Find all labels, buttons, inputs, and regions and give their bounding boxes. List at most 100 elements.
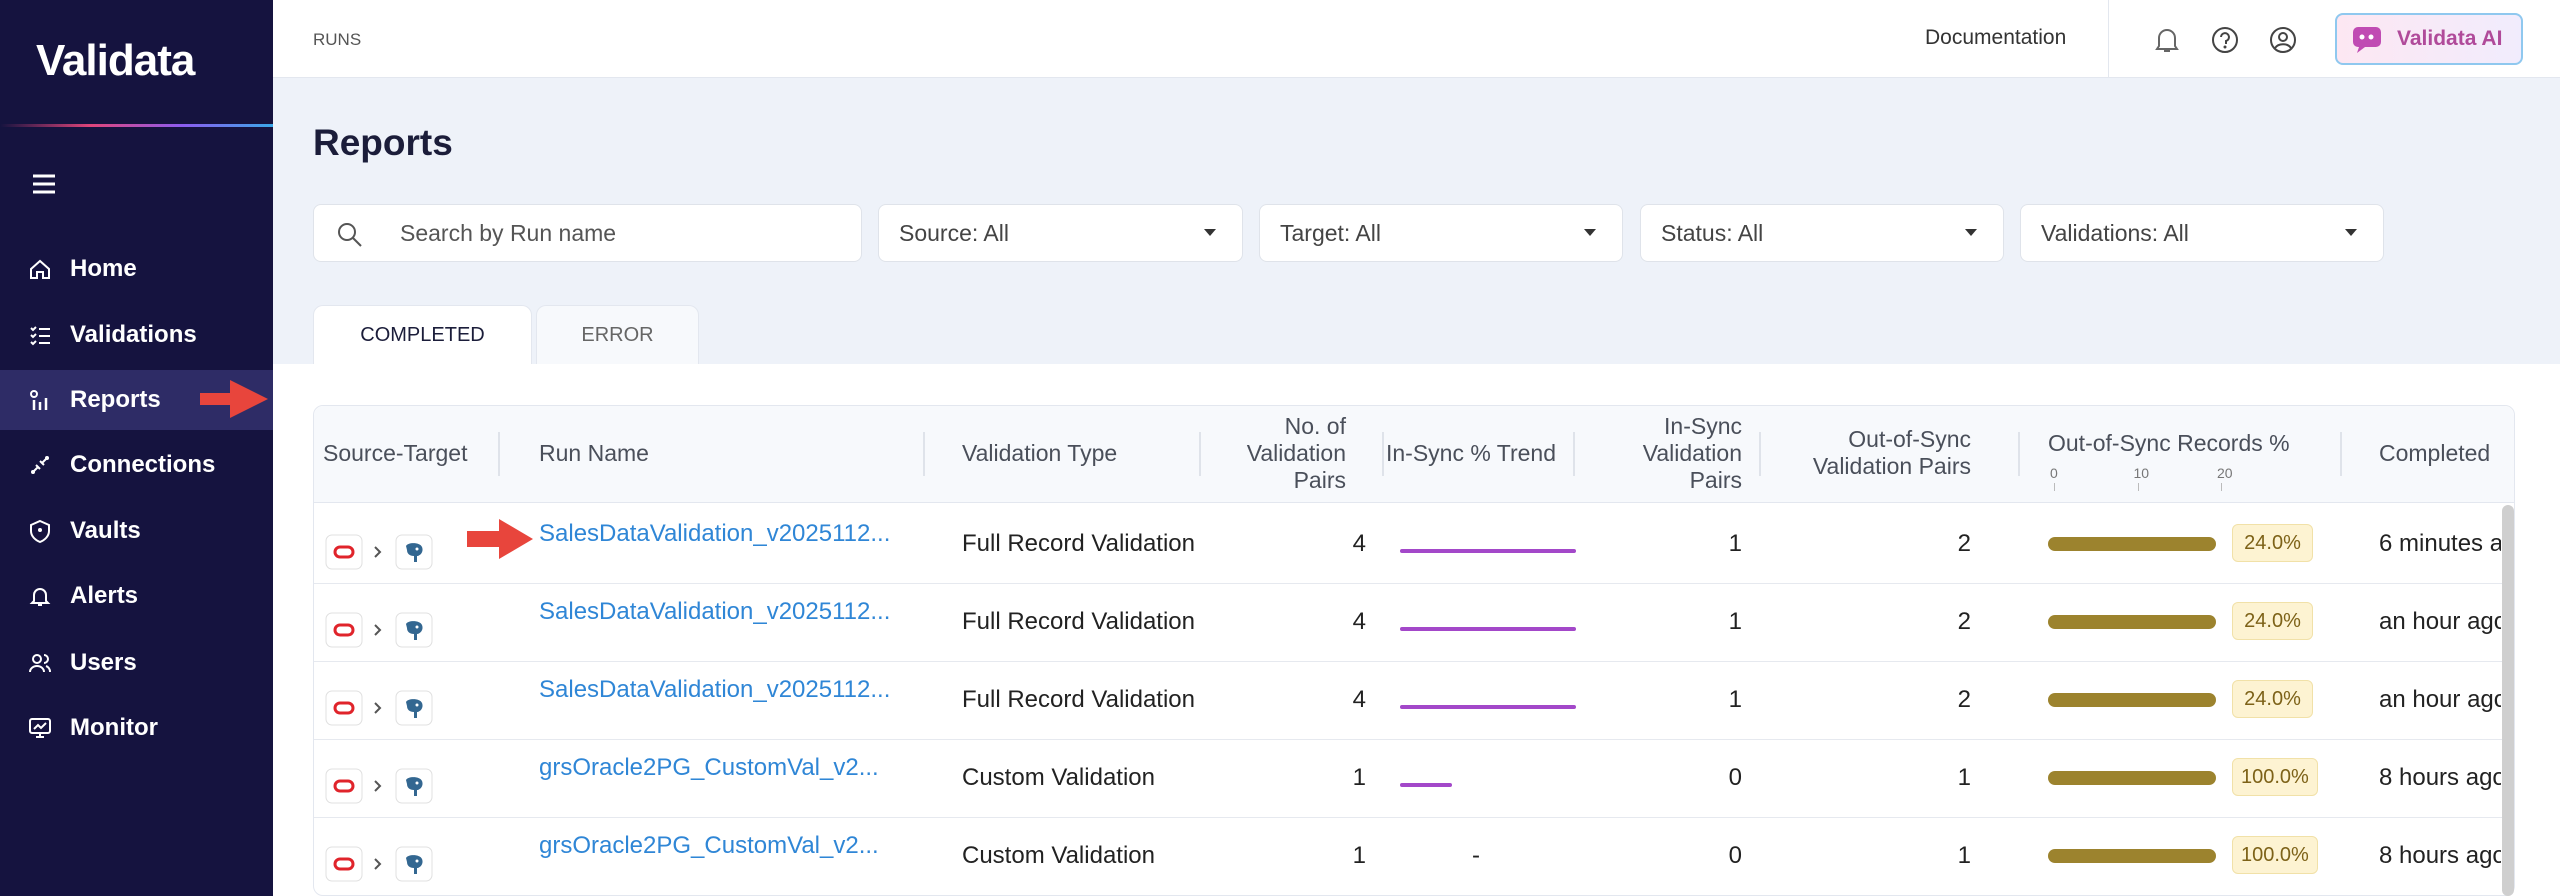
- validation-pairs: 4: [1352, 530, 1366, 557]
- trend-line: [1400, 783, 1452, 787]
- menu-icon: [30, 390, 48, 410]
- column-divider: [1759, 432, 1761, 476]
- menu-item[interactable]: Home: [0, 239, 273, 299]
- menu-toggle[interactable]: [30, 172, 60, 196]
- column-divider: [1382, 432, 1384, 476]
- column-divider: [2018, 432, 2020, 476]
- tab[interactable]: ERROR: [536, 305, 699, 364]
- validation-type: Full Record Validation: [962, 530, 1196, 557]
- in-sync-pairs: 1: [1728, 608, 1742, 635]
- in-sync-pairs: 0: [1728, 764, 1742, 791]
- validata-ai-button[interactable]: Validata AI: [2335, 13, 2523, 65]
- menu-icon: [30, 519, 50, 544]
- column-header: Run Name: [539, 439, 649, 466]
- row-divider: [314, 739, 2502, 740]
- menu-label: Monitor: [70, 714, 158, 741]
- out-of-sync-pairs: 2: [1957, 530, 1971, 557]
- trend-placeholder: -: [1472, 842, 1480, 869]
- logo-underline: [0, 124, 273, 127]
- help-icon[interactable]: [2209, 24, 2241, 56]
- out-of-sync-pairs: 1: [1957, 842, 1971, 869]
- run-name-link[interactable]: SalesDataValidation_v2025112...: [539, 520, 891, 547]
- search-box[interactable]: Search by Run name: [313, 204, 862, 262]
- annotation-arrow: [467, 519, 533, 559]
- filter-label: Status: All: [1661, 219, 1764, 246]
- logo: Validata: [36, 36, 195, 85]
- records-badge: 24.0%: [2232, 602, 2313, 640]
- menu-label: Alerts: [70, 582, 139, 609]
- in-sync-pairs: 1: [1728, 686, 1742, 713]
- menu-item[interactable]: Alerts: [0, 566, 273, 626]
- scale-label: 0: [2050, 465, 2058, 481]
- records-bar: [2048, 849, 2216, 863]
- ai-icon: [2353, 27, 2381, 53]
- records-bar: [2048, 771, 2216, 785]
- tab[interactable]: COMPLETED: [313, 305, 532, 364]
- column-header: Source-Target: [323, 439, 468, 466]
- menu-icon: [29, 588, 51, 606]
- notifications-icon[interactable]: [2151, 24, 2183, 56]
- column-divider: [498, 432, 500, 476]
- completed-time: 8 hours ago: [2379, 842, 2501, 869]
- menu-item[interactable]: Vaults: [0, 501, 273, 561]
- run-name-link[interactable]: SalesDataValidation_v2025112...: [539, 676, 891, 703]
- column-header: In-Sync % Trend: [1386, 439, 1557, 466]
- source-target-icons: [325, 846, 433, 882]
- source-target-icons: [325, 534, 433, 570]
- filter-label: Target: All: [1280, 219, 1381, 246]
- completed-time: 8 hours ago: [2379, 764, 2501, 791]
- documentation-link[interactable]: Documentation: [1925, 26, 2067, 49]
- completed-time: 6 minutes ago: [2379, 530, 2501, 557]
- source-target-icons: [325, 690, 433, 726]
- validation-type: Custom Validation: [962, 842, 1155, 869]
- source-target-icons: [325, 768, 433, 804]
- column-divider: [923, 432, 925, 476]
- menu-item[interactable]: Validations: [0, 305, 273, 365]
- menu-icon: [29, 654, 51, 673]
- sidebar: Validata Home Validations Reports Connectio…: [0, 0, 273, 896]
- filter-dropdown[interactable]: Source: All: [878, 204, 1243, 262]
- filter-dropdown[interactable]: Target: All: [1259, 204, 1623, 262]
- trend-line: [1400, 549, 1576, 553]
- out-of-sync-pairs: 2: [1957, 608, 1971, 635]
- scale-tick: [2137, 483, 2139, 491]
- filter-dropdown[interactable]: Status: All: [1640, 204, 2004, 262]
- menu-item[interactable]: Monitor: [0, 698, 273, 758]
- column-header: Completed: [2379, 439, 2491, 466]
- profile-icon[interactable]: [2267, 24, 2299, 56]
- validation-pairs: 4: [1352, 608, 1366, 635]
- filter-dropdown[interactable]: Validations: All: [2020, 204, 2384, 262]
- scale-tick: [2221, 483, 2222, 491]
- breadcrumb: RUNS: [313, 30, 362, 49]
- validation-type: Custom Validation: [962, 764, 1155, 791]
- column-header: Out-of-Sync Validation Pairs: [1812, 426, 1971, 479]
- scrollbar[interactable]: [2502, 505, 2514, 896]
- records-bar: [2048, 693, 2216, 707]
- search-placeholder: Search by Run name: [400, 219, 617, 246]
- menu-label: Users: [70, 649, 137, 676]
- completed-time: an hour ago: [2379, 686, 2501, 713]
- in-sync-pairs: 0: [1728, 842, 1742, 869]
- validation-pairs: 1: [1352, 842, 1366, 869]
- validation-type: Full Record Validation: [962, 608, 1196, 635]
- in-sync-pairs: 1: [1728, 530, 1742, 557]
- run-name-link[interactable]: grsOracle2PG_CustomVal_v2...: [539, 754, 879, 781]
- menu-item[interactable]: Connections: [0, 435, 273, 495]
- row-divider: [314, 583, 2502, 584]
- menu-label: Reports: [70, 386, 161, 413]
- run-name-link[interactable]: SalesDataValidation_v2025112...: [539, 598, 891, 625]
- menu-icon: [30, 326, 50, 346]
- dropdown-caret: [1584, 229, 1596, 236]
- topbar: RUNS Documentation Validata AI: [273, 0, 2560, 78]
- dropdown-caret: [2345, 229, 2357, 236]
- records-bar: [2048, 615, 2216, 629]
- completed-time: an hour ago: [2379, 608, 2501, 635]
- scale-label: 10: [2133, 465, 2150, 481]
- menu-item[interactable]: Users: [0, 633, 273, 693]
- menu-label: Connections: [70, 451, 216, 478]
- divider: [2108, 0, 2109, 78]
- records-badge: 24.0%: [2232, 680, 2313, 718]
- table-header: [314, 406, 2514, 503]
- run-name-link[interactable]: grsOracle2PG_CustomVal_v2...: [539, 832, 879, 859]
